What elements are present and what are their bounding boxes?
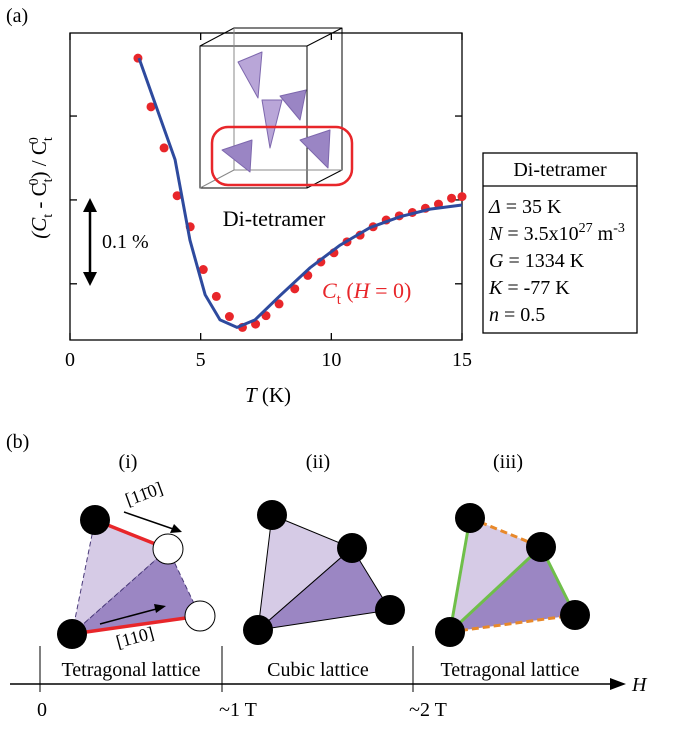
x-tick-label: 5 <box>196 349 206 371</box>
tetrahedron <box>262 100 282 148</box>
data-point <box>225 312 234 321</box>
data-point <box>160 143 169 152</box>
tetrahedron-ii <box>243 500 405 645</box>
table-row: Δ = 35 K <box>488 196 562 218</box>
y-axis-label: (Ct - Ct0) / Ct0 <box>27 137 56 239</box>
atom <box>80 505 110 535</box>
arrow-head <box>610 678 626 690</box>
tetrahedron <box>222 140 252 172</box>
region-label: Tetragonal lattice <box>440 659 579 681</box>
table-row: N = 3.5x1027 m-3 <box>488 221 625 245</box>
label-part: 0 <box>27 137 42 144</box>
row-part: = 0.5 <box>499 304 545 326</box>
label-part: t <box>41 137 56 141</box>
label-part: 0 <box>27 178 42 185</box>
label-part: ( <box>341 278 354 303</box>
axis-tick-label: ~2 T <box>409 699 447 721</box>
tetrahedron-iii <box>435 503 590 647</box>
x-tick-label: 0 <box>65 349 75 371</box>
panel-label: (a) <box>6 5 28 27</box>
x-axis-label: T (K) <box>245 383 291 407</box>
scale-arrow <box>83 198 97 286</box>
row-part: 27 <box>579 221 593 236</box>
label-part: (C <box>27 217 51 239</box>
row-part: -3 <box>613 221 625 236</box>
label-part: ) / C <box>27 141 51 178</box>
case-label: (iii) <box>493 451 523 473</box>
label-part: = 0) <box>370 278 412 303</box>
atom <box>526 532 556 562</box>
x-tick-label: 15 <box>452 349 472 371</box>
table-row: n = 0.5 <box>489 304 545 326</box>
axis-tick-label: 0 <box>37 699 47 721</box>
row-part: = -77 K <box>502 277 570 299</box>
case-label: (i) <box>119 451 138 473</box>
axis-tick-label: ~1 T <box>219 699 257 721</box>
label-part: (K) <box>257 383 291 407</box>
atom <box>185 601 215 631</box>
tetrahedron <box>280 90 306 120</box>
atom <box>57 619 87 649</box>
data-point <box>458 192 467 201</box>
direction-arrow <box>124 512 176 530</box>
plot: 0 5 10 15 <box>65 33 472 371</box>
row-part: = 1334 K <box>503 250 584 272</box>
arrow-head <box>83 272 97 286</box>
row-part: G <box>489 250 504 272</box>
scale-label: 0.1 % <box>102 231 149 253</box>
figure: (a) 051015 Di-tetramer 0.1 % Ct (H = 0) … <box>0 0 684 740</box>
row-part: = 35 K <box>501 196 562 218</box>
table-row: G = 1334 K <box>489 250 585 272</box>
data-point <box>212 292 221 301</box>
series-label: Ct (H = 0) <box>322 278 411 308</box>
atom <box>435 617 465 647</box>
cube-edge <box>200 28 342 46</box>
atom <box>455 503 485 533</box>
atom <box>375 595 405 625</box>
table-row: K = -77 K <box>488 277 570 299</box>
table-title: Di-tetramer <box>513 159 607 181</box>
arrow-head <box>83 198 97 212</box>
label-part: H <box>353 278 371 303</box>
inset-structure <box>200 28 352 188</box>
atom <box>243 615 273 645</box>
panel-label: (b) <box>6 431 29 453</box>
row-part: Δ <box>488 196 501 218</box>
atom <box>337 533 367 563</box>
label-part: - C <box>27 182 51 214</box>
row-part: m <box>593 223 614 245</box>
region-label: Cubic lattice <box>267 659 369 681</box>
region-label: Tetragonal lattice <box>61 659 200 681</box>
data-point <box>447 194 456 203</box>
axis-label: H <box>631 674 648 696</box>
inset-label: Di-tetramer <box>223 206 326 231</box>
case-label: (ii) <box>306 451 330 473</box>
row-part: = 3.5x10 <box>502 223 578 245</box>
parameter-table: Di-tetramer Δ = 35 K N = 3.5x1027 m-3 G … <box>483 153 637 333</box>
direction-label: [11̄0] <box>123 478 166 510</box>
x-tick-label: 10 <box>321 349 341 371</box>
atom <box>153 534 183 564</box>
atom <box>560 600 590 630</box>
row-part: n <box>489 304 499 326</box>
atom <box>257 500 287 530</box>
tetrahedron <box>300 130 330 168</box>
label-part: C <box>322 278 337 303</box>
tetrahedron <box>238 52 262 98</box>
tetrahedron-i: [11̄0] [110] <box>57 478 215 652</box>
